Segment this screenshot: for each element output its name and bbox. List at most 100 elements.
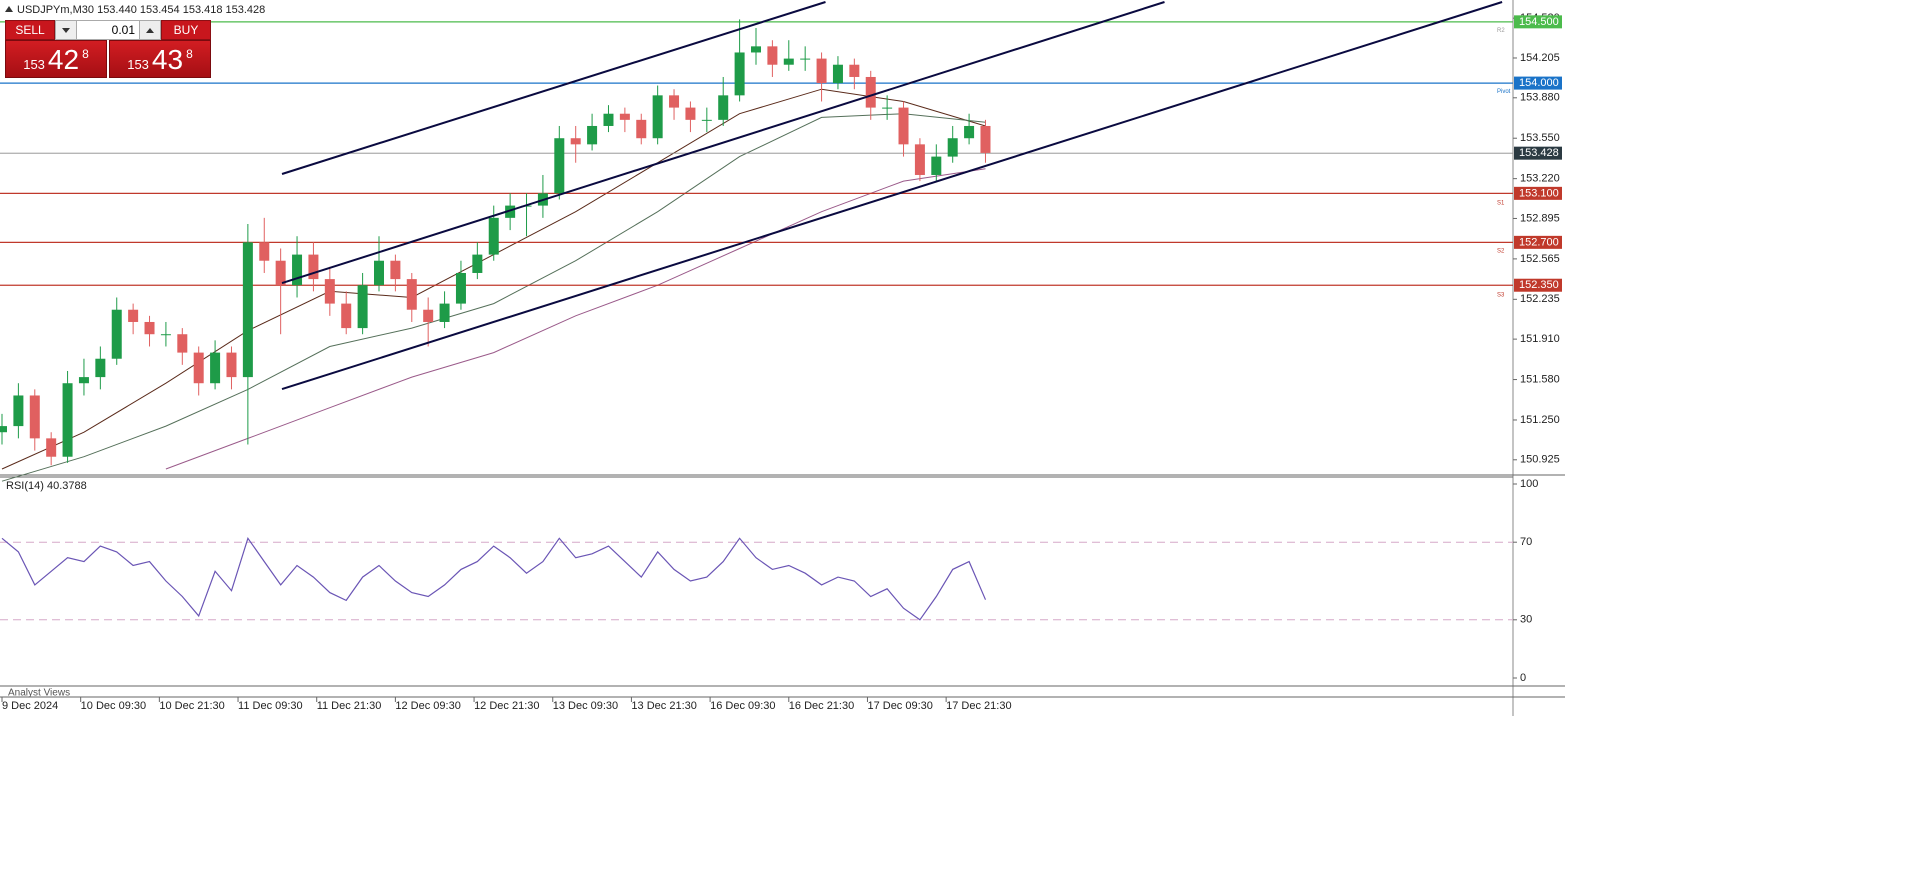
- y-tick-label: 151.580: [1520, 373, 1560, 385]
- y-tick-label: 151.910: [1520, 333, 1560, 345]
- sell-price[interactable]: 153 42 8: [5, 40, 107, 78]
- candle-body: [685, 107, 696, 120]
- y-tick-label: 151.250: [1520, 414, 1560, 426]
- footer[interactable]: Analyst Views: [8, 688, 70, 699]
- sell-button[interactable]: SELL: [5, 20, 55, 40]
- y-tick-label: 30: [1520, 614, 1532, 626]
- x-tick-label: 10 Dec 09:30: [81, 700, 146, 712]
- collapse-icon[interactable]: [5, 6, 13, 12]
- candle-body: [62, 383, 73, 457]
- arrow-icon: [146, 27, 154, 33]
- candle-body: [898, 107, 909, 145]
- x-tick-label: 11 Dec 21:30: [317, 700, 382, 712]
- candle-body: [783, 58, 794, 65]
- rsi-line: [1, 536, 987, 621]
- candle-body: [455, 272, 466, 304]
- candle-body: [111, 309, 122, 359]
- candle-body: [259, 242, 270, 261]
- price-main: 43: [151, 44, 184, 75]
- candle-body: [669, 95, 680, 108]
- candle-body: [226, 352, 237, 378]
- level-label: 154.000: [1519, 77, 1559, 89]
- candle-body: [275, 260, 286, 286]
- candle-body: [849, 64, 860, 77]
- x-tick-label: 9 Dec 2024: [2, 700, 58, 712]
- x-tick-label: 12 Dec 09:30: [395, 700, 460, 712]
- candle-body: [46, 438, 57, 457]
- level-label: 152.350: [1519, 279, 1559, 291]
- moving-average: [165, 168, 986, 470]
- pivot-label: Pivot: [1497, 89, 1511, 95]
- candle-body: [505, 205, 516, 218]
- candle-body: [95, 358, 106, 378]
- price-sup: 8: [82, 47, 89, 61]
- candle-body: [636, 119, 647, 139]
- level-tag: [1514, 15, 1562, 29]
- chart-title: USDJPYm,M30 153.440 153.454 153.418 153.…: [17, 4, 265, 16]
- chart-area: [0, 0, 1565, 716]
- candle-body: [652, 95, 663, 139]
- trendline: [281, 1, 826, 175]
- candle-body: [800, 58, 811, 60]
- candle-body: [472, 254, 483, 273]
- buy-button[interactable]: BUY: [161, 20, 211, 40]
- arrow-icon: [62, 27, 70, 33]
- x-tick-label: 12 Dec 21:30: [474, 700, 539, 712]
- x-tick-label: 17 Dec 09:30: [867, 700, 932, 712]
- candle-body: [947, 138, 958, 157]
- level-tag: [1514, 76, 1562, 90]
- candle-body: [603, 113, 614, 126]
- buy-price[interactable]: 153 43 8: [109, 40, 211, 78]
- candle-body: [406, 279, 417, 310]
- pivot-label: S1: [1497, 201, 1505, 207]
- candle-body: [423, 309, 434, 322]
- candle-body: [587, 125, 598, 145]
- y-tick-label: 0: [1520, 672, 1526, 684]
- candle-body: [341, 303, 352, 329]
- price-label: 153.428: [1519, 147, 1559, 159]
- candle-body: [308, 254, 319, 280]
- candle-body: [751, 46, 761, 53]
- candle-body: [439, 303, 450, 322]
- moving-average: [1, 113, 986, 482]
- y-tick-label: 152.235: [1520, 293, 1560, 305]
- pivot-label: S2: [1497, 249, 1505, 255]
- price-big: 153: [23, 57, 45, 72]
- candle-body: [882, 107, 893, 109]
- candle-body: [488, 217, 499, 255]
- candle-body: [144, 321, 155, 335]
- candle-body: [357, 285, 368, 329]
- candle-body: [128, 309, 139, 322]
- trendline: [281, 1, 1503, 391]
- y-tick-label: 153.550: [1520, 132, 1560, 144]
- volume-up[interactable]: [139, 20, 161, 40]
- y-tick-label: 154.205: [1520, 52, 1560, 64]
- y-tick-label: 70: [1520, 536, 1532, 548]
- trendline: [281, 1, 1165, 285]
- level-label: 154.500: [1519, 16, 1559, 28]
- candle-body: [324, 279, 335, 304]
- x-tick-label: 16 Dec 09:30: [710, 700, 775, 712]
- x-tick-label: 13 Dec 09:30: [553, 700, 618, 712]
- level-tag: [1514, 278, 1562, 292]
- volume-input[interactable]: 0.01: [77, 20, 139, 40]
- candle-body: [242, 242, 253, 378]
- level-label: 152.700: [1519, 236, 1559, 248]
- candle-body: [78, 377, 89, 384]
- x-tick-label: 11 Dec 09:30: [238, 700, 303, 712]
- y-tick-label: 150.925: [1520, 454, 1560, 466]
- y-tick-label: 153.880: [1520, 92, 1560, 104]
- candle-body: [554, 138, 565, 194]
- pivot-label: R2: [1497, 28, 1505, 34]
- price-main: 42: [47, 44, 80, 75]
- candle-body: [914, 144, 925, 175]
- pivot-label: S3: [1497, 293, 1505, 299]
- y-tick-label: 152.895: [1520, 212, 1560, 224]
- volume-down[interactable]: [55, 20, 77, 40]
- price-big: 153: [127, 57, 149, 72]
- y-tick-label: 153.220: [1520, 173, 1560, 185]
- trade-panel: SELL 0.01 BUY 153 42 8 153 43 8: [5, 20, 211, 78]
- level-tag: [1514, 235, 1562, 249]
- candle-body: [734, 52, 745, 96]
